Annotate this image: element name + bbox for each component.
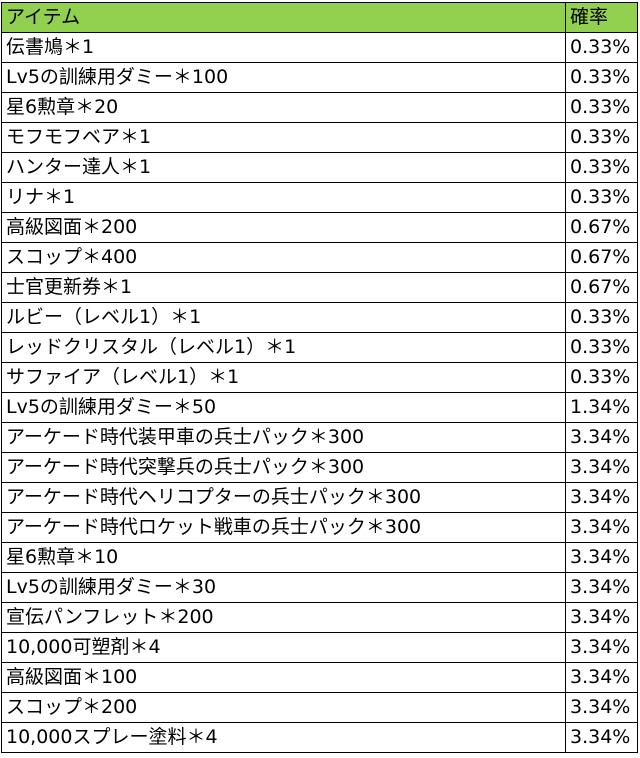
item-cell[interactable]: モフモフベア＊1 (1, 122, 566, 153)
rate-cell[interactable]: 0.67% (565, 242, 638, 273)
rate-cell[interactable]: 0.67% (565, 212, 638, 243)
table-row: 高級図面＊100 3.34% (1, 662, 638, 693)
rate-cell[interactable]: 0.33% (565, 122, 638, 153)
item-cell[interactable]: アーケード時代装甲車の兵士パック＊300 (1, 422, 566, 453)
item-cell[interactable]: アーケード時代ヘリコプターの兵士パック＊300 (1, 482, 566, 513)
table-row: スコップ＊400 0.67% (1, 242, 638, 273)
rate-cell[interactable]: 3.34% (565, 722, 638, 753)
rate-cell[interactable]: 0.33% (565, 62, 638, 93)
rate-cell[interactable]: 3.34% (565, 542, 638, 573)
item-column-header[interactable]: アイテム (1, 2, 566, 33)
table-row: Lv5の訓練用ダミー＊100 0.33% (1, 62, 638, 93)
table-row: Lv5の訓練用ダミー＊50 1.34% (1, 392, 638, 423)
item-cell[interactable]: Lv5の訓練用ダミー＊50 (1, 392, 566, 423)
header-row: アイテム 確率 (1, 2, 638, 33)
rate-cell[interactable]: 0.33% (565, 92, 638, 123)
item-cell[interactable]: 高級図面＊100 (1, 662, 566, 693)
table-row: スコップ＊200 3.34% (1, 692, 638, 723)
rate-cell[interactable]: 0.33% (565, 302, 638, 333)
rate-cell[interactable]: 0.33% (565, 152, 638, 183)
table-row: リナ＊1 0.33% (1, 182, 638, 213)
rate-cell[interactable]: 3.34% (565, 632, 638, 663)
rate-cell[interactable]: 0.33% (565, 332, 638, 363)
item-cell[interactable]: 士官更新券＊1 (1, 272, 566, 303)
table-row: アーケード時代ヘリコプターの兵士パック＊300 3.34% (1, 482, 638, 513)
rate-cell[interactable]: 0.33% (565, 32, 638, 63)
item-cell[interactable]: 高級図面＊200 (1, 212, 566, 243)
item-cell[interactable]: ルビー（レベル1）＊1 (1, 302, 566, 333)
item-cell[interactable]: アーケード時代突撃兵の兵士パック＊300 (1, 452, 566, 483)
rate-cell[interactable]: 0.33% (565, 362, 638, 393)
table-row: 伝書鳩＊1 0.33% (1, 32, 638, 63)
rate-column-header[interactable]: 確率 (565, 2, 638, 33)
rate-cell[interactable]: 3.34% (565, 512, 638, 543)
item-cell[interactable]: アーケード時代ロケット戦車の兵士パック＊300 (1, 512, 566, 543)
table-body: 伝書鳩＊1 0.33% Lv5の訓練用ダミー＊100 0.33% 星6勲章＊20 0.33… (1, 32, 638, 753)
table-row: モフモフベア＊1 0.33% (1, 122, 638, 153)
table-row: サファイア（レベル1）＊1 0.33% (1, 362, 638, 393)
item-cell[interactable]: 星6勲章＊20 (1, 92, 566, 123)
table-row: 10,000可塑剤＊4 3.34% (1, 632, 638, 663)
item-cell[interactable]: ハンター達人＊1 (1, 152, 566, 183)
rate-cell[interactable]: 3.34% (565, 602, 638, 633)
rate-cell[interactable]: 3.34% (565, 662, 638, 693)
table-row: アーケード時代ロケット戦車の兵士パック＊300 3.34% (1, 512, 638, 543)
table-row: 士官更新券＊1 0.67% (1, 272, 638, 303)
table-row: レッドクリスタル（レベル1）＊1 0.33% (1, 332, 638, 363)
rate-cell[interactable]: 0.33% (565, 182, 638, 213)
item-cell[interactable]: Lv5の訓練用ダミー＊30 (1, 572, 566, 603)
rate-cell[interactable]: 3.34% (565, 692, 638, 723)
table-row: アーケード時代突撃兵の兵士パック＊300 3.34% (1, 452, 638, 483)
table-row: 星6勲章＊20 0.33% (1, 92, 638, 123)
item-cell[interactable]: 伝書鳩＊1 (1, 32, 566, 63)
rate-cell[interactable]: 1.34% (565, 392, 638, 423)
item-cell[interactable]: 星6勲章＊10 (1, 542, 566, 573)
table-row: 10,000スプレー塗料＊4 3.34% (1, 722, 638, 753)
item-cell[interactable]: 10,000可塑剤＊4 (1, 632, 566, 663)
table-row: Lv5の訓練用ダミー＊30 3.34% (1, 572, 638, 603)
rate-cell[interactable]: 3.34% (565, 452, 638, 483)
item-cell[interactable]: スコップ＊400 (1, 242, 566, 273)
rate-cell[interactable]: 3.34% (565, 572, 638, 603)
table-row: ルビー（レベル1）＊1 0.33% (1, 302, 638, 333)
item-cell[interactable]: スコップ＊200 (1, 692, 566, 723)
rate-cell[interactable]: 3.34% (565, 482, 638, 513)
table-row: 宣伝パンフレット＊200 3.34% (1, 602, 638, 633)
table-row: ハンター達人＊1 0.33% (1, 152, 638, 183)
item-cell[interactable]: 宣伝パンフレット＊200 (1, 602, 566, 633)
table-row: 高級図面＊200 0.67% (1, 212, 638, 243)
item-cell[interactable]: リナ＊1 (1, 182, 566, 213)
rate-cell[interactable]: 3.34% (565, 422, 638, 453)
item-cell[interactable]: 10,000スプレー塗料＊4 (1, 722, 566, 753)
item-cell[interactable]: レッドクリスタル（レベル1）＊1 (1, 332, 566, 363)
rate-cell[interactable]: 0.67% (565, 272, 638, 303)
table-row: 星6勲章＊10 3.34% (1, 542, 638, 573)
item-cell[interactable]: Lv5の訓練用ダミー＊100 (1, 62, 566, 93)
item-cell[interactable]: サファイア（レベル1）＊1 (1, 362, 566, 393)
table-row: アーケード時代装甲車の兵士パック＊300 3.34% (1, 422, 638, 453)
